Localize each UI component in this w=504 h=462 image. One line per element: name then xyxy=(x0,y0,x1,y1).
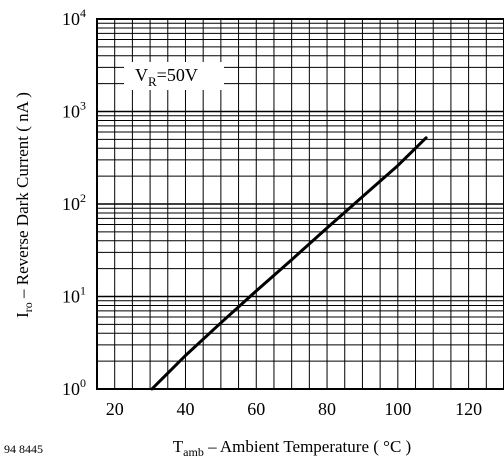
annotation-box: VR=50V xyxy=(124,62,224,90)
y-tick-label: 101 xyxy=(62,284,86,307)
x-axis-label-rest: – Ambient Temperature ( °C ) xyxy=(204,437,411,456)
y-tick-base: 10 xyxy=(62,9,80,29)
x-tick-label: 80 xyxy=(318,399,336,419)
y-tick-label: 100 xyxy=(62,376,86,399)
annotation-main: V xyxy=(135,65,148,85)
annotation-background xyxy=(124,62,224,90)
y-tick-exponent: 3 xyxy=(80,99,86,113)
y-tick-base: 10 xyxy=(62,379,80,399)
x-axis-label: Tamb – Ambient Temperature ( °C ) xyxy=(173,437,411,459)
plot-frame xyxy=(96,18,504,390)
annotation-subscript: R xyxy=(148,74,157,89)
x-tick-label: 60 xyxy=(247,399,265,419)
x-axis-label-sub: amb xyxy=(183,445,204,459)
series-line xyxy=(150,136,428,391)
x-tick-label: 100 xyxy=(384,399,411,419)
x-tick-label: 40 xyxy=(176,399,194,419)
y-axis-label: Iro – Reverse Dark Current ( nA ) xyxy=(13,92,35,318)
y-axis-label-sub: ro xyxy=(21,302,35,312)
annotation-vr: VR=50V xyxy=(135,65,198,89)
x-tick-labels: 20 40 60 80 100 120 xyxy=(106,399,482,419)
y-tick-exponent: 1 xyxy=(80,284,86,298)
x-tick-label: 120 xyxy=(455,399,482,419)
annotation-rest: =50V xyxy=(157,65,198,85)
y-axis-label-main: I xyxy=(13,312,32,318)
y-tick-base: 10 xyxy=(62,194,80,214)
y-tick-base: 10 xyxy=(62,102,80,122)
figure-id: 94 8445 xyxy=(4,442,43,456)
y-tick-label: 103 xyxy=(62,99,86,122)
y-tick-exponent: 2 xyxy=(80,191,86,205)
series-layer xyxy=(150,136,428,391)
grid xyxy=(97,18,504,390)
y-tick-label: 102 xyxy=(62,191,86,214)
x-axis-label-main: T xyxy=(173,437,184,456)
x-tick-label: 20 xyxy=(106,399,124,419)
y-tick-exponent: 4 xyxy=(80,6,86,20)
y-tick-label: 104 xyxy=(62,6,86,29)
y-tick-exponent: 0 xyxy=(80,376,86,390)
y-axis-label-rest: – Reverse Dark Current ( nA ) xyxy=(13,92,32,302)
y-tick-base: 10 xyxy=(62,287,80,307)
